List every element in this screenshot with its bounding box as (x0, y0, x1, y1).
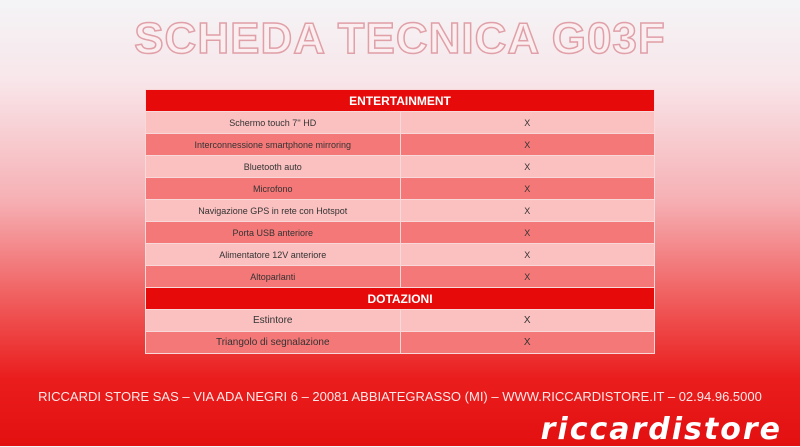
section-header: ENTERTAINMENT (145, 89, 655, 112)
feature-value: X (399, 265, 655, 288)
feature-label: Altoparlanti (145, 265, 401, 288)
feature-value: X (399, 331, 655, 354)
feature-label: Estintore (145, 309, 401, 332)
table-row: Schermo touch 7'' HD X (145, 111, 655, 134)
table-row: Porta USB anteriore X (145, 221, 655, 244)
feature-value: X (399, 111, 655, 134)
feature-label: Interconnessione smartphone mirroring (145, 133, 401, 156)
footer: RICCARDI STORE SAS – VIA ADA NEGRI 6 – 2… (0, 389, 800, 404)
table-row: Estintore X (145, 309, 655, 332)
feature-label: Schermo touch 7'' HD (145, 111, 401, 134)
feature-label: Navigazione GPS in rete con Hotspot (145, 199, 401, 222)
feature-value: X (399, 221, 655, 244)
feature-label: Triangolo di segnalazione (145, 331, 401, 354)
feature-value: X (399, 155, 655, 178)
website-link[interactable]: WWW.RICCARDISTORE.IT (502, 389, 665, 404)
table-row: Navigazione GPS in rete con Hotspot X (145, 199, 655, 222)
feature-value: X (399, 177, 655, 200)
table-row: Interconnessione smartphone mirroring X (145, 133, 655, 156)
table-row: Triangolo di segnalazione X (145, 331, 655, 354)
footer-phone: – 02.94.96.5000 (664, 389, 762, 404)
page-title: SCHEDA TECNICA G03F (133, 13, 666, 64)
table-row: Altoparlanti X (145, 265, 655, 288)
feature-value: X (399, 133, 655, 156)
section-title: DOTAZIONI (145, 287, 655, 310)
riccardistore-logo: riccardistore (540, 412, 782, 447)
section-title: ENTERTAINMENT (145, 89, 655, 112)
feature-label: Alimentatore 12V anteriore (145, 243, 401, 266)
feature-value: X (399, 243, 655, 266)
table-row: Alimentatore 12V anteriore X (145, 243, 655, 266)
footer-address: RICCARDI STORE SAS – VIA ADA NEGRI 6 – 2… (38, 389, 503, 404)
feature-label: Porta USB anteriore (145, 221, 401, 244)
feature-label: Microfono (145, 177, 401, 200)
table-row: Bluetooth auto X (145, 155, 655, 178)
feature-value: X (399, 199, 655, 222)
spec-table: ENTERTAINMENT Schermo touch 7'' HD X Interc… (145, 89, 655, 354)
feature-value: X (399, 309, 655, 332)
feature-label: Bluetooth auto (145, 155, 401, 178)
section-header: DOTAZIONI (145, 287, 655, 310)
table-row: Microfono X (145, 177, 655, 200)
